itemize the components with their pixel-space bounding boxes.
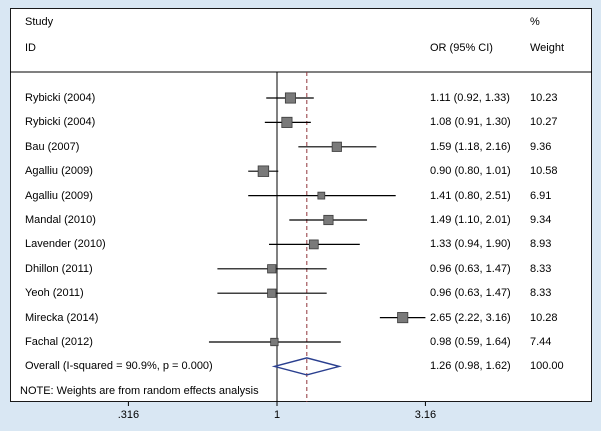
or-value: 0.96 (0.63, 1.47) (430, 262, 511, 275)
weight-value: 10.58 (530, 165, 558, 178)
effect-marker (270, 337, 279, 347)
study-label: Mirecka (2014) (25, 311, 99, 324)
col-header-or: OR (95% CI) (430, 42, 493, 54)
study-label: Rybicki (2004) (25, 92, 96, 104)
study-label: Yeoh (2011) (25, 287, 84, 300)
study-label: Agalliu (2009) (25, 189, 93, 202)
study-label: Rybicki (2004) (25, 116, 96, 129)
or-value: 1.11 (0.92, 1.33) (430, 92, 510, 104)
study-label: Fachal (2012) (25, 336, 93, 348)
tick-label: 1 (273, 409, 281, 421)
weight-value: 10.27 (530, 116, 558, 129)
col-header-weight: Weight (530, 42, 565, 54)
plot-frame (10, 8, 592, 402)
study-label: Dhillon (2011) (25, 262, 93, 275)
study-label: Bau (2007) (25, 140, 80, 153)
weight-value: 8.33 (530, 262, 552, 275)
or-value: 1.41 (0.80, 2.51) (430, 189, 511, 202)
or-value: 1.49 (1.10, 2.01) (430, 214, 511, 226)
or-value: 2.65 (2.22, 3.16) (430, 311, 511, 324)
study-label: Agalliu (2009) (25, 165, 93, 178)
effect-marker (331, 141, 342, 152)
weight-value: 7.44 (530, 336, 552, 348)
or-value: 0.90 (0.80, 1.01) (430, 165, 511, 178)
effect-marker (257, 165, 270, 177)
col-header-pct: % (530, 16, 540, 28)
effect-marker (317, 191, 326, 200)
or-value: 1.26 (0.98, 1.62) (430, 360, 511, 373)
effect-marker (267, 264, 277, 274)
plot-note: NOTE: Weights are from random effects an… (20, 385, 259, 397)
tick-label: 3.16 (414, 409, 437, 421)
col-header-study: Study (25, 16, 54, 28)
overall-diamond (271, 357, 342, 376)
or-value: 0.98 (0.59, 1.64) (430, 336, 511, 348)
weight-value: 6.91 (530, 189, 552, 202)
or-value: 1.59 (1.18, 2.16) (430, 140, 511, 153)
tick-label: .316 (117, 409, 140, 421)
weight-value: 100.00 (530, 360, 564, 373)
effect-marker (267, 288, 277, 298)
effect-marker (284, 92, 296, 104)
weight-value: 8.93 (530, 238, 552, 251)
weight-value: 8.33 (530, 287, 552, 300)
effect-marker (323, 214, 334, 226)
effect-marker (308, 239, 319, 250)
study-label: Mandal (2010) (25, 214, 96, 226)
weight-value: 10.23 (530, 92, 558, 104)
col-header-id: ID (25, 42, 36, 54)
or-value: 1.08 (0.91, 1.30) (430, 116, 511, 129)
study-label: Lavender (2010) (25, 238, 106, 251)
or-value: 0.96 (0.63, 1.47) (430, 287, 511, 300)
overall-label: Overall (I-squared = 90.9%, p = 0.000) (25, 360, 213, 373)
weight-value: 10.28 (530, 311, 558, 324)
weight-value: 9.34 (530, 214, 552, 226)
effect-marker (397, 312, 409, 324)
or-value: 1.33 (0.94, 1.90) (430, 238, 511, 251)
weight-value: 9.36 (530, 140, 552, 153)
effect-marker (281, 116, 293, 128)
